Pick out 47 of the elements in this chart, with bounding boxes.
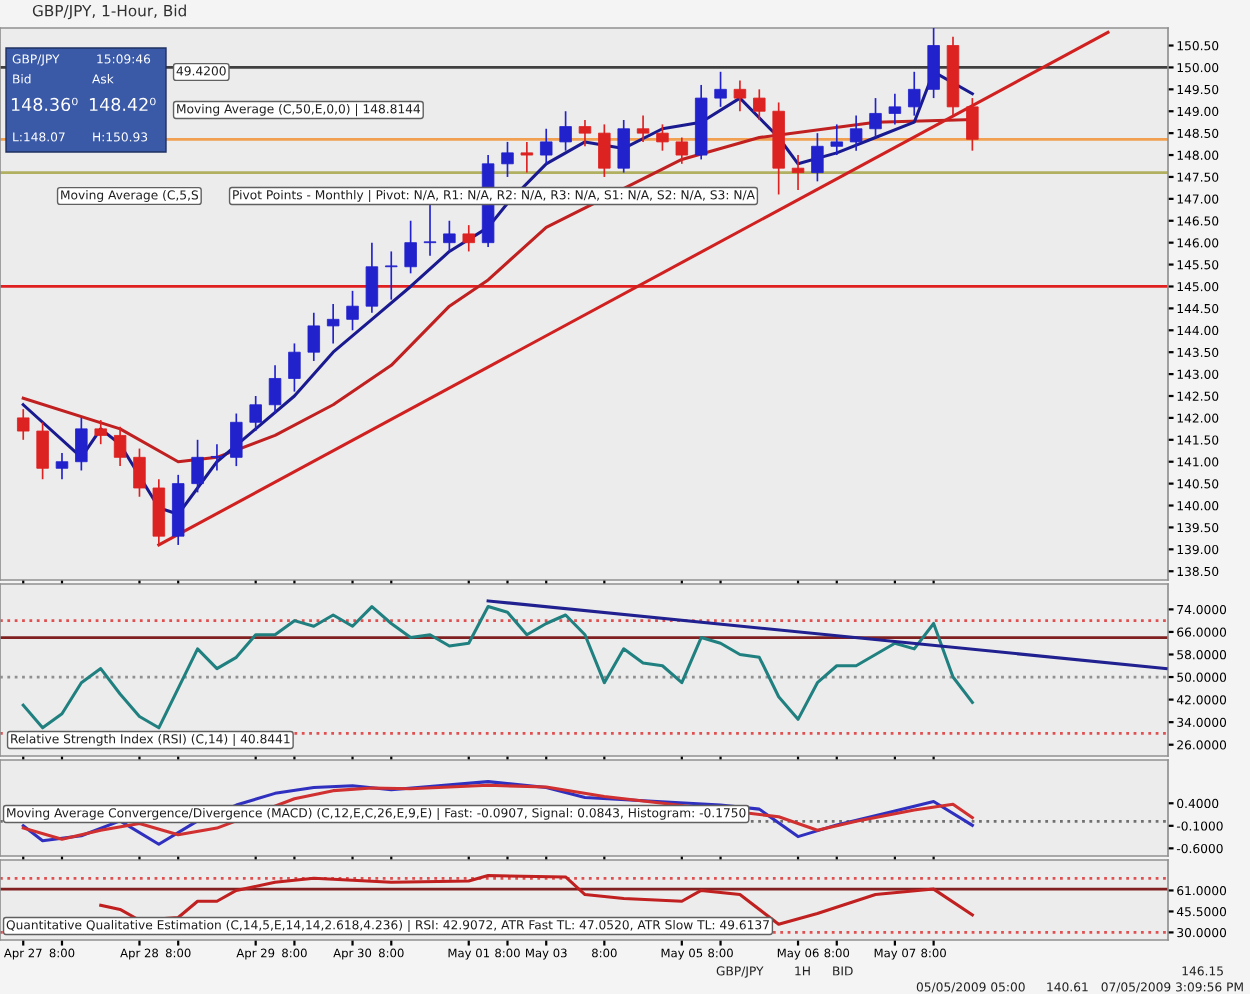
annotation: 148.42⁰ <box>89 97 156 112</box>
line-series <box>21 605 974 730</box>
candlestick <box>462 224 475 253</box>
candlestick <box>36 421 49 481</box>
candlestick <box>753 88 766 121</box>
candlestick <box>888 92 902 126</box>
candlestick <box>326 303 340 345</box>
candlestick <box>520 141 534 174</box>
candlestick <box>791 154 805 191</box>
candlestick <box>927 28 940 99</box>
candlestick <box>908 70 921 117</box>
candlestick <box>849 114 863 152</box>
candlestick <box>365 241 379 314</box>
candlestick <box>598 123 611 178</box>
candlestick <box>869 97 882 139</box>
candlestick <box>55 452 69 481</box>
candlestick <box>714 70 727 108</box>
candlestick <box>811 132 824 183</box>
candlestick <box>656 123 669 152</box>
candlestick <box>75 417 88 472</box>
annotation: 148.36⁰ <box>11 97 78 112</box>
candlestick <box>113 425 127 467</box>
candlestick <box>191 438 204 494</box>
candlestick <box>966 97 979 152</box>
candlestick <box>268 364 282 415</box>
candlestick <box>346 290 359 332</box>
candlestick <box>17 408 30 441</box>
candlestick <box>540 127 553 165</box>
candlestick <box>288 342 301 393</box>
candlestick <box>230 412 243 467</box>
candlestick <box>404 219 417 275</box>
candlestick <box>423 202 437 257</box>
candlestick <box>578 119 592 148</box>
candlestick <box>249 395 262 432</box>
candlestick <box>94 419 107 446</box>
candlestick <box>559 110 572 152</box>
candlestick <box>501 141 514 178</box>
candlestick <box>617 119 630 174</box>
candlestick <box>830 123 844 156</box>
candlestick <box>307 311 321 362</box>
candlestick <box>733 79 747 113</box>
candlestick <box>636 114 650 143</box>
candlestick <box>675 136 689 165</box>
candlestick <box>210 443 224 472</box>
candlestick <box>133 447 146 498</box>
candlestick <box>385 250 398 301</box>
candlestick <box>443 219 456 253</box>
